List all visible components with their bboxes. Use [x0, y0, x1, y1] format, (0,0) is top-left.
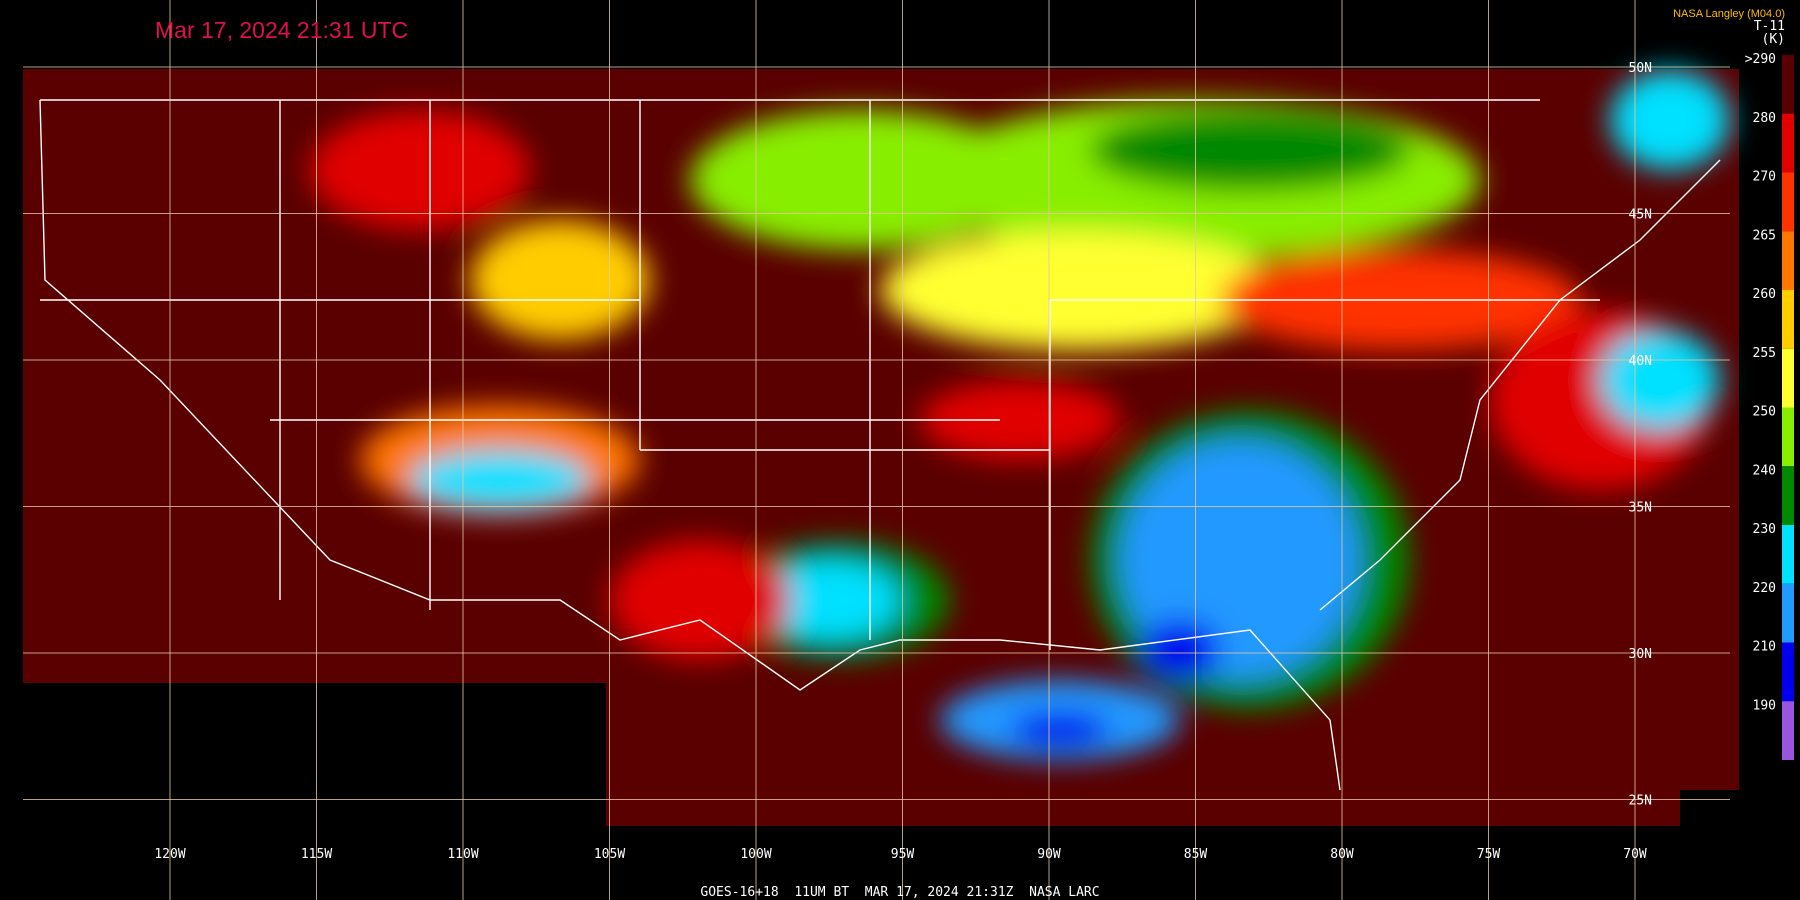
colorbar-label: 255 [1753, 346, 1776, 361]
latitude-label: 35N [1629, 501, 1652, 516]
colorbar-segment [1782, 525, 1794, 584]
longitude-label: 80W [1330, 847, 1354, 862]
colorbar-label: 250 [1753, 405, 1776, 420]
colorbar-label: 280 [1753, 111, 1776, 126]
colorbar-label: 265 [1753, 228, 1776, 243]
longitude-label: 70W [1623, 847, 1647, 862]
footer: GOES-16+18 11UM BT MAR 17, 2024 21:31Z N… [700, 885, 1099, 900]
colorbar-label: 270 [1753, 170, 1776, 185]
colorbar-label: >290 [1745, 52, 1776, 67]
graticule [23, 0, 1730, 900]
longitude-label: 100W [740, 847, 771, 862]
longitude-label: 105W [594, 847, 625, 862]
colorbar-segment [1782, 172, 1794, 232]
longitude-label: 115W [301, 847, 332, 862]
latitude-label: 25N [1629, 794, 1652, 809]
colorbar-label: 210 [1753, 640, 1776, 655]
colorbar-label: 260 [1753, 287, 1776, 302]
colorbar-segment [1782, 55, 1794, 114]
longitude-label: 110W [447, 847, 478, 862]
latitude-label: 40N [1629, 354, 1652, 369]
colorbar-label: 190 [1753, 698, 1776, 713]
colorbar-segment [1782, 583, 1794, 643]
colorbar-segment [1782, 466, 1794, 525]
cloud-field [310, 70, 1730, 760]
longitude-label: 120W [154, 847, 185, 862]
longitude-label: 90W [1037, 847, 1061, 862]
longitude-label: 85W [1184, 847, 1208, 862]
boundaries [39, 99, 1721, 791]
latitude-label: 45N [1629, 208, 1652, 223]
unit: (K) [1762, 32, 1785, 47]
colorbar-segment [1782, 348, 1794, 408]
colorbar-segment [1782, 113, 1794, 173]
channel: T-11 [1754, 19, 1785, 34]
colorbar-label: 230 [1753, 522, 1776, 537]
latitude-label: 50N [1629, 61, 1652, 76]
longitude-label: 95W [891, 847, 915, 862]
latitude-label: 30N [1629, 647, 1652, 662]
colorbar-segment [1782, 701, 1794, 760]
longitude-label: 75W [1477, 847, 1501, 862]
credit: NASA Langley (M04.0) [1673, 8, 1785, 20]
colorbar-segment [1782, 407, 1794, 467]
colorbar-segment [1782, 231, 1794, 290]
timestamp: Mar 17, 2024 21:31 UTC [155, 17, 408, 43]
colorbar-label: 220 [1753, 581, 1776, 596]
colorbar-label: 240 [1753, 463, 1776, 478]
colorbar-segment [1782, 642, 1794, 702]
colorbar-segment [1782, 290, 1794, 349]
